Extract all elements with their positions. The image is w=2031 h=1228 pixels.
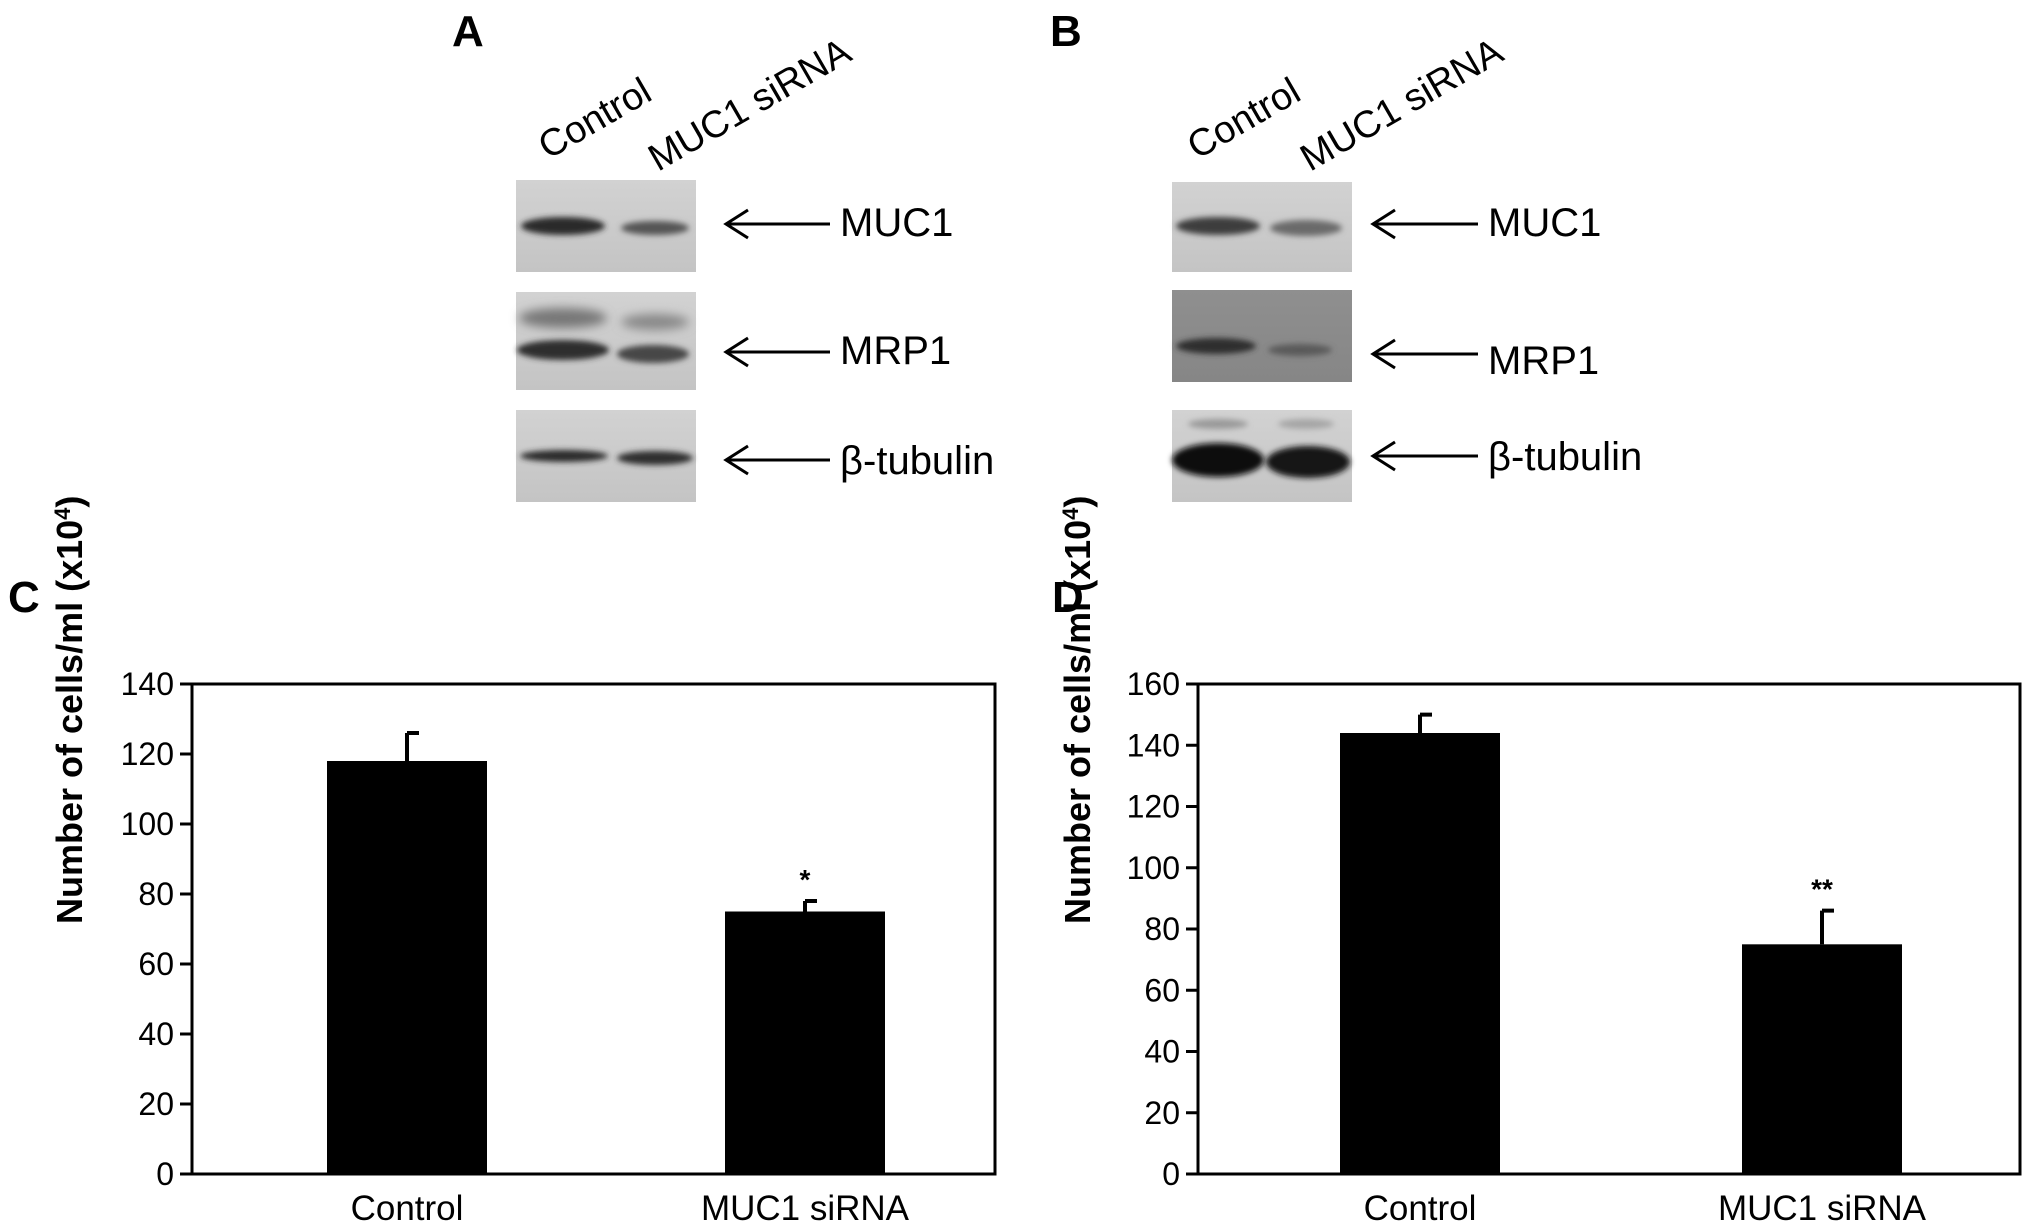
- y-tick-label-c-20: 20: [138, 1086, 174, 1122]
- arrow-b-mrp1: [1370, 338, 1478, 370]
- x-category-label-c-1: MUC1 siRNA: [701, 1189, 910, 1228]
- lane-label-b-control: Control: [1181, 70, 1308, 168]
- y-axis-label-d: Number of cells/ml (x104): [1057, 496, 1098, 924]
- significance-mark-d-1: **: [1811, 874, 1833, 905]
- y-tick-label-c-0: 0: [156, 1156, 174, 1192]
- bar-chart-d: D Number of cells/ml (x104) 0 20 40 60 80 100…: [1052, 496, 2022, 1228]
- y-tick-label-c-100: 100: [121, 806, 174, 842]
- y-tick-label-d-140: 140: [1127, 727, 1180, 763]
- panel-letter-c: C: [8, 573, 40, 622]
- band-label-a-mrp1: MRP1: [840, 329, 951, 373]
- band-label-a-tubulin: β-tubulin: [840, 439, 994, 483]
- arrow-b-muc1: [1370, 208, 1478, 240]
- y-tick-label-d-0: 0: [1162, 1156, 1180, 1192]
- bar-c-1: [725, 911, 885, 1174]
- blot-strip-b-muc1: [1172, 182, 1352, 272]
- arrow-a-mrp1: [723, 336, 830, 368]
- y-tick-label-d-80: 80: [1144, 911, 1180, 947]
- y-tick-label-c-140: 140: [121, 666, 174, 702]
- x-category-label-d-0: Control: [1364, 1189, 1477, 1228]
- bar-chart-c: C Number of cells/ml (x104) 0 20 40 60 80 100…: [8, 496, 997, 1228]
- arrow-a-tubulin: [723, 444, 830, 476]
- y-tick-label-d-160: 160: [1127, 666, 1180, 702]
- arrow-a-muc1: [723, 208, 830, 240]
- y-tick-label-d-60: 60: [1144, 972, 1180, 1008]
- plot-frame-c: [190, 682, 997, 1176]
- bar-c-0: [327, 761, 487, 1174]
- significance-mark-c-1: *: [800, 864, 811, 895]
- lane-label-b-muc1-sirna: MUC1 siRNA: [1294, 30, 1511, 180]
- y-tick-label-c-40: 40: [138, 1016, 174, 1052]
- lane-label-a-control: Control: [532, 70, 659, 168]
- blot-strip-a-mrp1: [516, 292, 696, 390]
- blot-strip-a-tubulin: [516, 410, 696, 502]
- y-tick-label-c-60: 60: [138, 946, 174, 982]
- x-category-label-c-0: Control: [351, 1189, 464, 1228]
- blot-strip-b-mrp1: [1172, 290, 1352, 382]
- blot-panel-b: B Control MUC1 siRNA MUC1: [1050, 7, 1642, 502]
- y-tick-label-d-40: 40: [1144, 1034, 1180, 1070]
- band-label-b-muc1: MUC1: [1488, 201, 1601, 245]
- band-label-b-tubulin: β-tubulin: [1488, 435, 1642, 479]
- y-tick-label-d-100: 100: [1127, 850, 1180, 886]
- blot-panel-a: A Control MUC1 siRNA MUC1: [452, 7, 994, 502]
- panel-letter-b: B: [1050, 7, 1082, 56]
- lane-label-a-muc1-sirna: MUC1 siRNA: [642, 30, 859, 180]
- band-label-a-muc1: MUC1: [840, 201, 953, 245]
- y-axis-label-c: Number of cells/ml (x104): [49, 496, 90, 924]
- panel-letter-d: D: [1052, 573, 1084, 622]
- band-label-b-mrp1: MRP1: [1488, 339, 1599, 383]
- y-tick-label-c-80: 80: [138, 876, 174, 912]
- y-tick-label-d-120: 120: [1127, 789, 1180, 825]
- bar-d-0: [1340, 733, 1500, 1174]
- x-category-label-d-1: MUC1 siRNA: [1718, 1189, 1927, 1228]
- blot-strip-a-muc1: [516, 180, 696, 272]
- y-tick-label-d-20: 20: [1144, 1095, 1180, 1131]
- blot-strip-b-tubulin: [1172, 410, 1352, 502]
- bar-d-1: [1742, 944, 1902, 1174]
- arrow-b-tubulin: [1370, 440, 1478, 472]
- y-tick-label-c-120: 120: [121, 736, 174, 772]
- panel-letter-a: A: [452, 7, 484, 56]
